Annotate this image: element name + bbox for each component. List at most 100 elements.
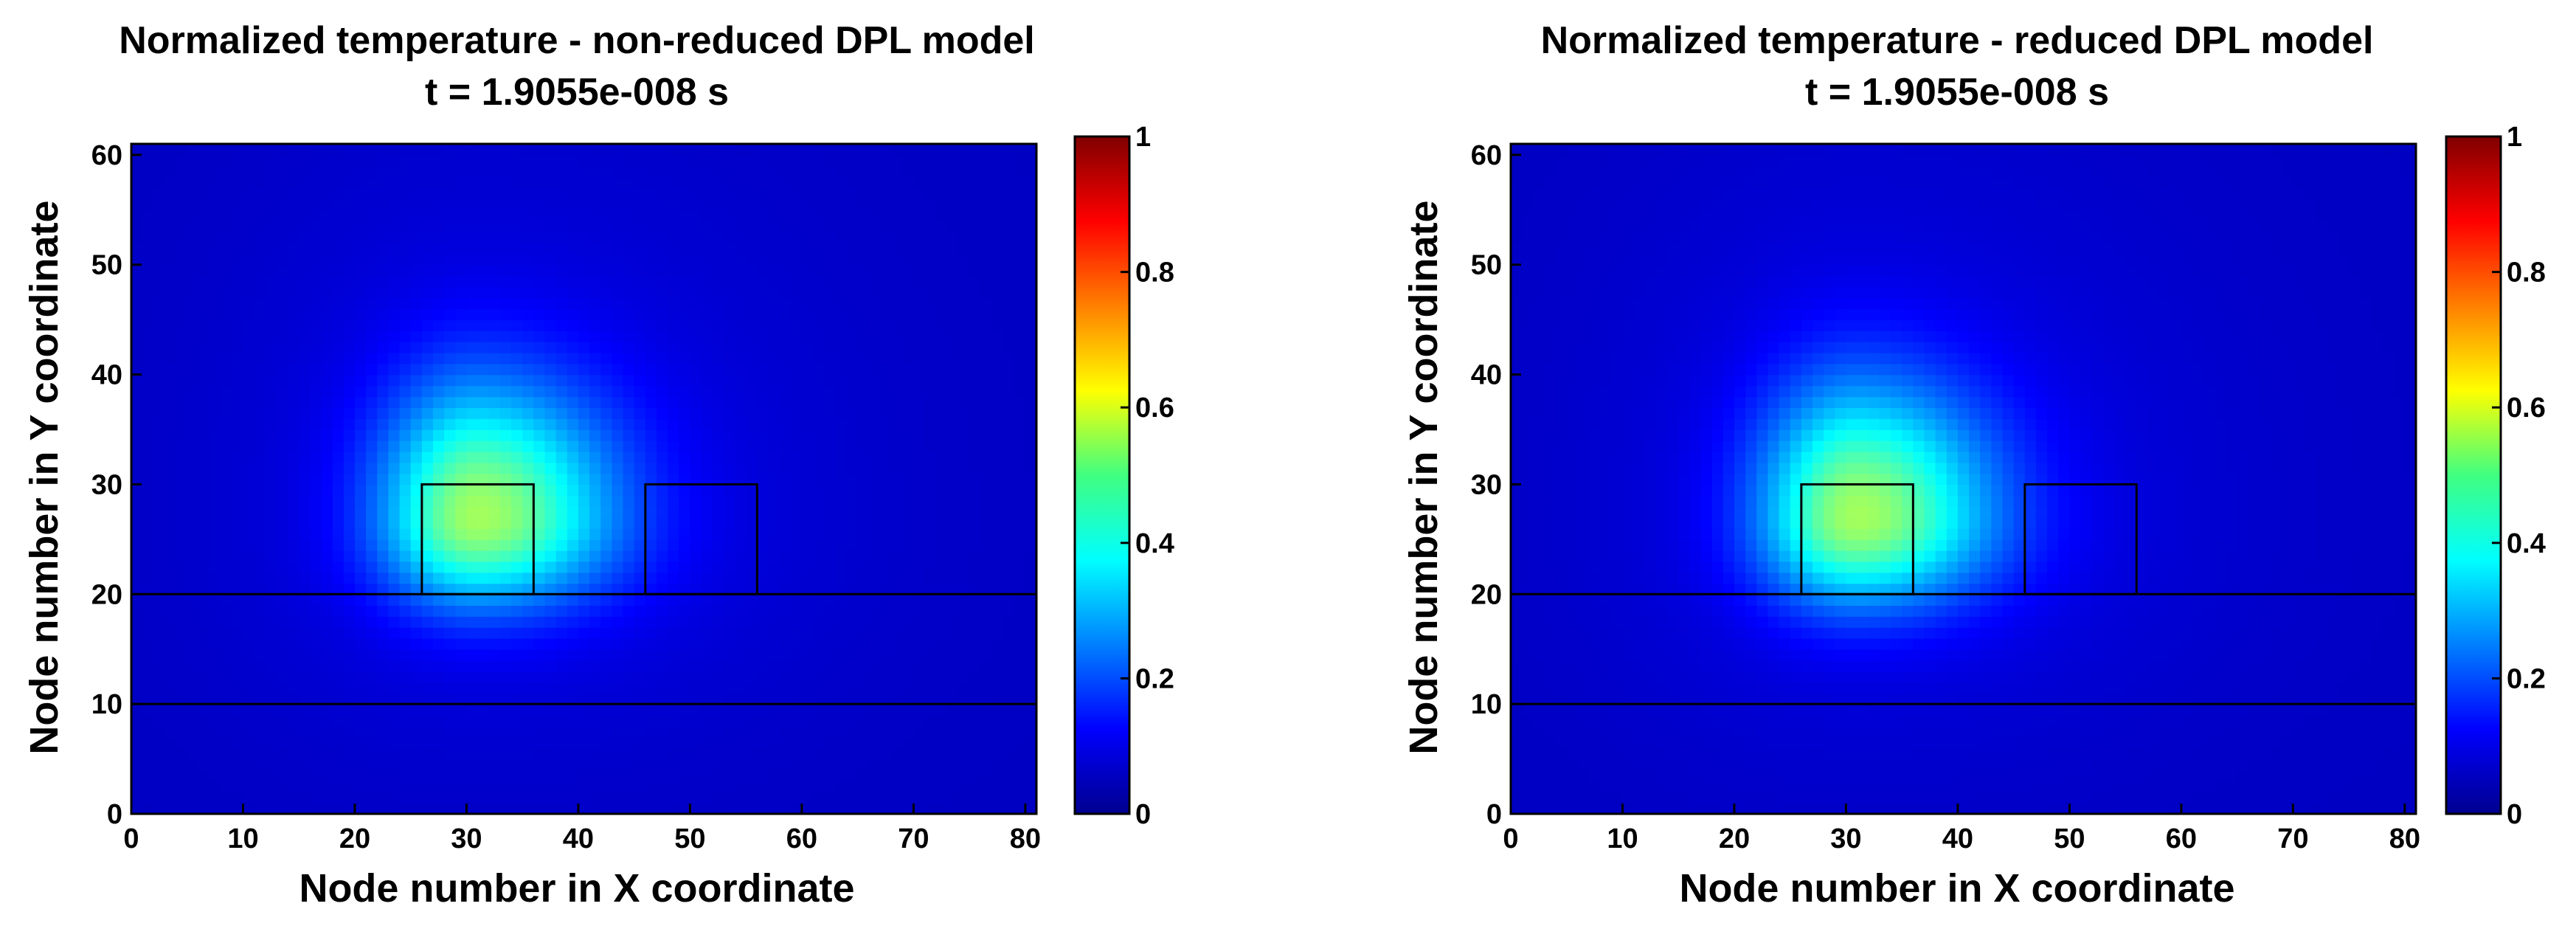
heatmap-cell bbox=[332, 484, 344, 497]
heatmap-cell bbox=[857, 561, 870, 573]
heatmap-cell bbox=[499, 264, 512, 277]
heatmap-cell bbox=[846, 144, 859, 156]
heatmap-cell bbox=[790, 528, 803, 540]
heatmap-cell bbox=[891, 572, 904, 584]
heatmap-cell bbox=[958, 747, 970, 760]
heatmap-cell bbox=[276, 176, 288, 189]
heatmap-cell bbox=[813, 715, 825, 727]
heatmap-cell bbox=[668, 418, 680, 430]
heatmap-cell bbox=[343, 583, 356, 595]
heatmap-cell bbox=[354, 561, 367, 573]
heatmap-cell bbox=[1025, 385, 1037, 398]
heatmap-cell bbox=[801, 385, 814, 398]
heatmap-cell bbox=[522, 605, 535, 617]
heatmap-cell bbox=[891, 715, 904, 727]
heatmap-cell bbox=[455, 286, 468, 299]
heatmap-cell bbox=[433, 275, 445, 288]
heatmap-cell bbox=[533, 539, 546, 551]
heatmap-cell bbox=[488, 803, 501, 815]
heatmap-cell bbox=[254, 725, 266, 738]
heatmap-cell bbox=[477, 297, 490, 310]
heatmap-cell bbox=[846, 221, 859, 232]
heatmap-cell bbox=[210, 352, 221, 364]
heatmap-cell bbox=[176, 770, 188, 782]
heatmap-cell bbox=[511, 286, 523, 299]
heatmap-cell bbox=[946, 440, 959, 452]
heatmap-cell bbox=[935, 341, 948, 353]
heatmap-cell bbox=[935, 286, 948, 299]
heatmap-cell bbox=[991, 671, 1004, 683]
heatmap-cell bbox=[522, 682, 535, 694]
heatmap-cell bbox=[768, 165, 780, 178]
heatmap-cell bbox=[399, 528, 412, 540]
heatmap-cell bbox=[1025, 572, 1037, 584]
heatmap-cell bbox=[165, 517, 177, 529]
heatmap-cell bbox=[946, 616, 959, 628]
heatmap-cell bbox=[343, 198, 356, 211]
heatmap-cell bbox=[790, 682, 803, 694]
heatmap-cell bbox=[533, 626, 546, 639]
heatmap-cell bbox=[321, 682, 333, 694]
heatmap-cell bbox=[600, 747, 613, 760]
heatmap-cell bbox=[522, 286, 535, 299]
heatmap-cell bbox=[567, 715, 579, 727]
heatmap-cell bbox=[946, 506, 959, 518]
heatmap-cell bbox=[499, 550, 512, 562]
heatmap-cell bbox=[332, 462, 344, 474]
heatmap-cell bbox=[310, 539, 322, 551]
heatmap-cell bbox=[421, 605, 434, 617]
heatmap-cell bbox=[176, 451, 188, 463]
heatmap-cell bbox=[813, 374, 825, 387]
heatmap-cell bbox=[377, 747, 389, 760]
heatmap-cell bbox=[1014, 572, 1026, 584]
heatmap-cell bbox=[511, 221, 523, 232]
heatmap-cell bbox=[343, 418, 356, 430]
heatmap-cell bbox=[165, 319, 177, 331]
heatmap-cell bbox=[477, 528, 490, 540]
heatmap-cell bbox=[142, 626, 155, 639]
heatmap-cell bbox=[466, 165, 479, 178]
heatmap-cell bbox=[679, 638, 691, 650]
heatmap-cell bbox=[276, 264, 288, 277]
heatmap-cell bbox=[1003, 440, 1015, 452]
heatmap-cell bbox=[243, 176, 255, 189]
heatmap-cell bbox=[165, 331, 177, 342]
heatmap-cell bbox=[410, 495, 423, 508]
heatmap-cell bbox=[879, 626, 892, 639]
heatmap-cell bbox=[288, 187, 300, 200]
heatmap-cell bbox=[824, 341, 837, 353]
heatmap-cell bbox=[701, 210, 713, 221]
heatmap-cell bbox=[589, 187, 602, 200]
heatmap-cell bbox=[243, 462, 255, 474]
heatmap-cell bbox=[332, 506, 344, 518]
heatmap-cell bbox=[153, 319, 166, 331]
heatmap-cell bbox=[690, 715, 702, 727]
heatmap-cell bbox=[232, 418, 244, 430]
heatmap-cell bbox=[176, 715, 188, 727]
heatmap-cell bbox=[668, 221, 680, 232]
heatmap-cell bbox=[522, 462, 535, 474]
heatmap-cell bbox=[488, 352, 501, 364]
heatmap-cell bbox=[991, 198, 1004, 211]
heatmap-cell bbox=[165, 715, 177, 727]
heatmap-cell bbox=[321, 747, 333, 760]
heatmap-cell bbox=[1014, 736, 1026, 749]
heatmap-cell bbox=[555, 539, 568, 551]
heatmap-cell bbox=[958, 736, 970, 749]
heatmap-cell bbox=[991, 583, 1004, 595]
heatmap-cell bbox=[354, 154, 367, 167]
heatmap-cell bbox=[522, 264, 535, 277]
heatmap-cell bbox=[935, 396, 948, 409]
heatmap-cell bbox=[723, 550, 735, 562]
heatmap-cell bbox=[969, 407, 982, 419]
heatmap-cell bbox=[377, 418, 389, 430]
heatmap-cell bbox=[891, 736, 904, 749]
heatmap-cell bbox=[634, 506, 646, 518]
heatmap-cell bbox=[835, 154, 848, 167]
heatmap-cell bbox=[555, 517, 568, 529]
heatmap-cell bbox=[946, 407, 959, 419]
heatmap-cell bbox=[142, 671, 155, 683]
heatmap-cell bbox=[813, 385, 825, 398]
heatmap-cell bbox=[757, 605, 769, 617]
heatmap-cell bbox=[935, 770, 948, 782]
